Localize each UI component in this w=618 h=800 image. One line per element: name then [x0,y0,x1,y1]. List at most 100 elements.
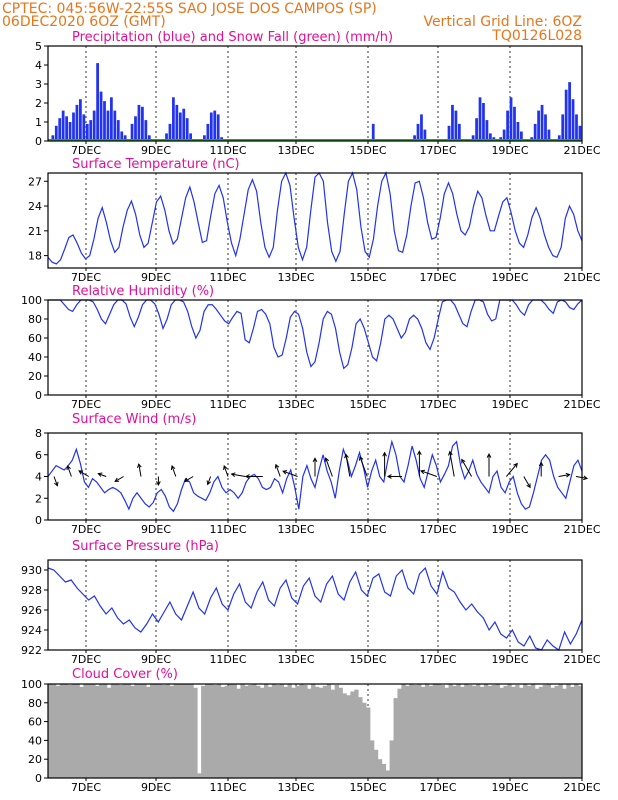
y-tick-label: 922 [21,644,42,657]
precip-bar [544,114,547,141]
wind-arrow [138,464,142,477]
cloud-bar [511,686,516,778]
x-tick-label: 19DEC [491,144,528,157]
wind-arrow [575,476,588,479]
panel-2: 0 20 40 60 80 100 7DEC 9DEC 11DEC 13DEC 15DEC 17DEC… [21,284,601,411]
cloud-bar [362,702,367,778]
panel-title: Surface Temperature (nC) [72,157,240,172]
header-model-id: TQ0126L028 [491,28,582,44]
wind-arrow [282,470,298,477]
wind-arrow-head [66,465,71,470]
precip-bar [547,129,551,141]
cloud-bar [110,684,116,778]
cloud-bar [150,684,155,778]
cloud-bar [212,684,218,778]
x-tick-label: 21DEC [563,653,600,666]
x-tick-label: 13DEC [277,398,314,411]
cloud-bar [260,687,265,778]
precip-bar [213,110,217,141]
precip-bar [113,110,117,141]
precip-bar [103,101,106,141]
wind-arrow-head [114,477,120,482]
cloud-bar [452,685,457,778]
panel-1: 18 21 24 27 7DEC 9DEC 11DEC 13DEC 15DEC 17DEC 19DE… [28,157,601,284]
cloud-bar [546,684,551,778]
panel-frame [47,299,583,396]
precip-bar [423,129,427,141]
wind-arrow [345,454,351,477]
y-tick-label: 20 [28,370,42,383]
cloud-bar [75,684,80,778]
wind-arrow [420,470,437,477]
y-tick-label: 0 [35,135,42,148]
wind-arrow-head [486,453,492,458]
cloud-bar [507,684,512,778]
wind-arrow [449,451,455,477]
wind-arrow [184,476,194,482]
cloud-bar [464,684,469,778]
cloud-bar [279,684,284,778]
cloud-bar [330,689,336,778]
cloud-bar [487,685,493,778]
x-tick-label: 21DEC [563,271,600,284]
precip-bar [120,131,124,141]
cloud-bar [315,686,320,778]
x-tick-label: 13DEC [277,653,314,666]
panel-frame [47,45,583,142]
x-tick-label: 9DEC [141,653,171,666]
precip-bar [471,135,475,141]
wind-arrow [506,463,518,477]
x-tick-label: 21DEC [563,781,600,794]
precip-bar [116,120,120,141]
cloud-bar [558,684,563,778]
panel-3: 0 2 4 6 8 7DEC 9DEC 11DEC 13DEC 15DEC 17DEC 19DEC 21… [35,412,601,536]
wind-arrow [114,476,124,482]
panel-5: 0 20 40 60 80 100 7DEC 9DEC 11DEC 13DEC 15DEC 17DEC… [21,667,601,794]
precip-bar [509,97,513,141]
wind-arrow-head [538,461,544,467]
y-tick-label: 80 [28,697,42,710]
cloud-bar [428,685,434,778]
cloud-bar [448,684,453,778]
x-tick-label: 19DEC [491,781,528,794]
cloud-bar [220,686,226,778]
precip-bar [209,112,213,141]
wind-arrow-head [448,450,453,456]
x-tick-label: 17DEC [419,144,456,157]
cloud-bar [456,684,461,778]
precip-bar [141,106,144,141]
cloud-bar [389,740,394,778]
cloud-bar [350,691,355,778]
wind-arrow-head [97,472,103,477]
cloud-bar [334,684,339,778]
precip-bar [478,97,482,141]
precip-bar [92,110,96,141]
wind-arrow [171,465,177,477]
cloud-bar [216,684,222,778]
x-tick-label: 15DEC [349,523,386,536]
cloud-bar [79,686,84,778]
precip-bar [189,133,193,141]
wind-arrow [461,459,473,477]
x-tick-label: 11DEC [209,398,246,411]
x-tick-label: 13DEC [277,271,314,284]
y-tick-label: 21 [28,225,42,238]
wind-arrow-head [417,450,422,456]
precip-bar [137,104,141,141]
precip-bar [79,99,82,141]
cloud-bar [161,684,167,778]
wind-arrow [207,476,212,485]
wind-arrow-head [183,477,189,482]
cloud-bar [91,684,96,778]
precip-bar [451,104,454,141]
cloud-bar [228,684,233,778]
cloud-bar [424,684,430,778]
precip-bar [99,91,103,141]
x-tick-label: 7DEC [71,523,101,536]
temperature-line [47,171,583,265]
cloud-bar [236,688,241,778]
cloud-bar [483,684,489,778]
cloud-bar [201,685,206,778]
y-tick-label: 8 [35,427,42,440]
panel-title: Cloud Cover (%) [72,667,178,682]
